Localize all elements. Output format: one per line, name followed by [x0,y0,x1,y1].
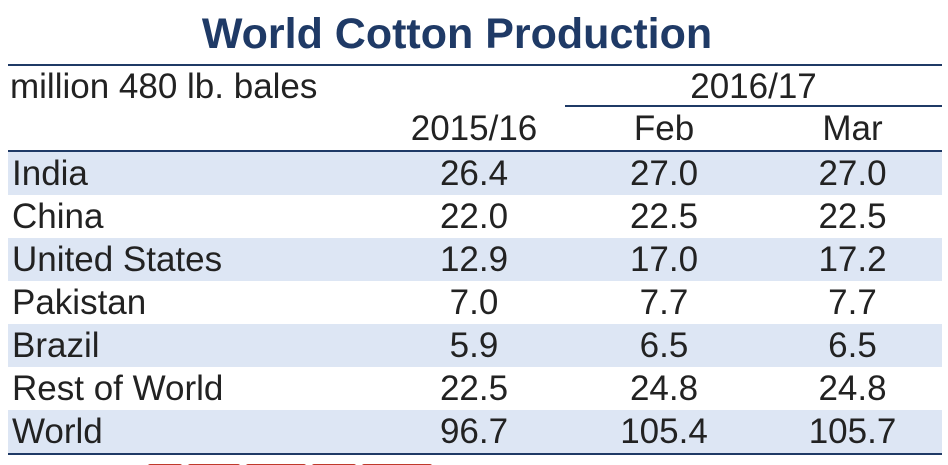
table-row: China 22.0 22.5 22.5 [8,195,942,238]
table-title: World Cotton Production [201,10,713,58]
cell-value: 7.7 [639,283,689,322]
cell-value: 6.5 [828,326,877,365]
row-name: India [12,154,88,193]
cell-value: 22.5 [629,197,699,236]
cell-value: 26.4 [439,154,509,193]
column-header-mar: Mar [822,109,883,148]
cropped-footnote-mark [148,458,488,465]
top-rule [8,64,942,66]
bottom-rule [8,453,942,455]
cell-value: 17.0 [629,240,699,279]
cell-value: 24.8 [818,369,887,408]
column-header-feb: Feb [633,109,695,148]
column-header-2015-16: 2015/16 [410,109,538,148]
cell-value: 5.9 [449,326,499,365]
table-row: Pakistan 7.0 7.7 7.7 [8,281,942,324]
table-row-total: World 96.7 105.4 105.7 [8,410,942,453]
row-name: Rest of World [12,369,224,408]
table-body: India 26.4 27.0 27.0 China 22.0 22.5 22.… [8,152,942,453]
row-name: China [12,197,104,236]
cell-value: 96.7 [439,412,509,451]
cell-value: 22.0 [439,197,509,236]
row-name: Brazil [12,326,100,365]
table-row: Brazil 5.9 6.5 6.5 [8,324,942,367]
cell-value: 7.0 [449,283,499,322]
header-rule [8,150,942,152]
cell-value: 105.4 [620,412,708,451]
table-row: Rest of World 22.5 24.8 24.8 [8,367,942,410]
table-row: United States 12.9 17.0 17.2 [8,238,942,281]
row-name: World [12,412,103,451]
cell-value: 7.7 [828,283,877,322]
cell-value: 12.9 [439,240,509,279]
row-name: United States [12,240,223,279]
cell-value: 27.0 [818,154,887,193]
cell-value: 27.0 [629,154,699,193]
cell-value: 24.8 [629,369,699,408]
cell-value: 105.7 [808,412,897,451]
group-header-rule [565,105,942,107]
group-header-2016-17: 2016/17 [690,67,817,106]
units-label: million 480 lb. bales [10,67,318,106]
cell-value: 17.2 [818,240,887,279]
cell-value: 22.5 [818,197,887,236]
cell-value: 6.5 [639,326,689,365]
row-name: Pakistan [12,283,147,322]
table-row: India 26.4 27.0 27.0 [8,152,942,195]
cell-value: 22.5 [439,369,509,408]
